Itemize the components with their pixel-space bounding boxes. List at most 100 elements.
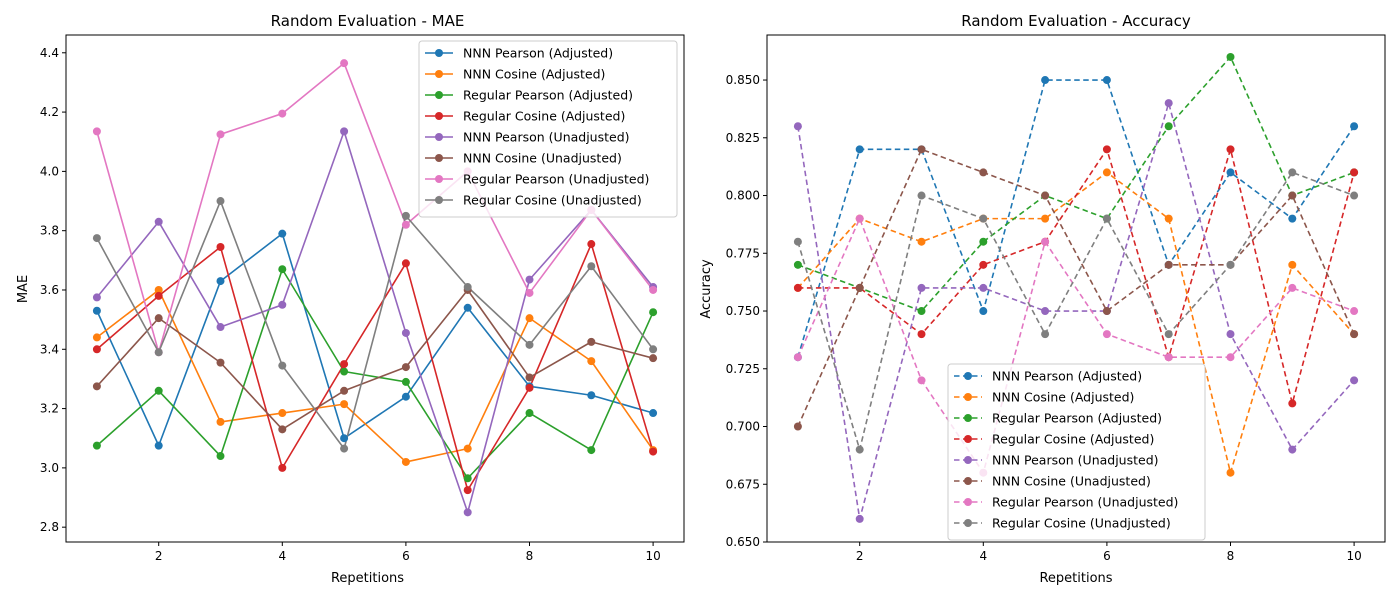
- accuracy-data-point-nnn-cosine-unadjusted: [1102, 307, 1111, 316]
- mae-x-tick-label: 6: [402, 549, 410, 563]
- mae-data-point-nnn-cosine-unadjusted: [216, 358, 225, 367]
- mae-data-point-regular-pearson-adjusted: [401, 377, 410, 386]
- mae-data-point-regular-pearson-unadjusted: [525, 288, 534, 297]
- mae-data-point-regular-cosine-adjusted: [463, 486, 472, 495]
- mae-data-point-nnn-cosine-adjusted: [401, 457, 410, 466]
- accuracy-legend-label: NNN Cosine (Adjusted): [992, 390, 1134, 405]
- mae-y-tick-label: 3.4: [40, 342, 59, 356]
- accuracy-legend-label: Regular Cosine (Adjusted): [992, 432, 1154, 447]
- mae-data-point-nnn-pearson-unadjusted: [92, 293, 101, 302]
- mae-data-point-regular-cosine-adjusted: [525, 383, 534, 392]
- accuracy-data-point-nnn-pearson-unadjusted: [1164, 99, 1173, 108]
- mae-series-line-regular-cosine-unadjusted: [96, 200, 654, 450]
- mae-y-tick-label: 3.8: [40, 224, 59, 238]
- accuracy-chart-title: Random Evaluation - Accuracy: [961, 12, 1191, 30]
- mae-series-line-regular-pearson-adjusted: [96, 268, 654, 480]
- accuracy-data-point-regular-cosine-adjusted: [1226, 145, 1235, 154]
- mae-data-point-nnn-pearson-adjusted: [463, 303, 472, 312]
- mae-data-point-nnn-pearson-unadjusted: [463, 508, 472, 517]
- accuracy-data-point-regular-cosine-unadjusted: [1102, 214, 1111, 223]
- mae-data-point-nnn-pearson-adjusted: [278, 229, 287, 238]
- accuracy-data-point-nnn-cosine-adjusted: [917, 237, 926, 246]
- accuracy-data-point-regular-cosine-unadjusted: [1288, 168, 1297, 177]
- accuracy-data-point-regular-pearson-adjusted: [979, 237, 988, 246]
- mae-legend-marker: [435, 196, 443, 204]
- accuracy-data-point-nnn-cosine-unadjusted: [1041, 191, 1050, 200]
- mae-y-tick-label: 4.0: [40, 164, 59, 178]
- mae-data-point-nnn-pearson-adjusted: [587, 391, 596, 400]
- mae-data-point-regular-cosine-adjusted: [92, 345, 101, 354]
- mae-data-point-nnn-pearson-unadjusted: [216, 323, 225, 332]
- accuracy-data-point-regular-pearson-adjusted: [1164, 122, 1173, 131]
- mae-data-point-nnn-pearson-adjusted: [401, 392, 410, 401]
- mae-data-point-regular-pearson-adjusted: [587, 446, 596, 455]
- mae-legend: NNN Pearson (Adjusted) NNN Cosine (Adjust…: [418, 40, 678, 218]
- mae-data-point-nnn-cosine-adjusted: [154, 285, 163, 294]
- mae-data-point-nnn-pearson-unadjusted: [525, 275, 534, 284]
- mae-data-point-regular-pearson-unadjusted: [340, 59, 349, 68]
- mae-data-point-nnn-cosine-adjusted: [587, 357, 596, 366]
- mae-legend-label: Regular Cosine (Adjusted): [463, 109, 625, 124]
- mae-y-axis-label: MAE: [16, 275, 31, 303]
- accuracy-data-point-nnn-cosine-unadjusted: [855, 283, 864, 292]
- accuracy-series-line-nnn-pearson-unadjusted: [797, 102, 1355, 520]
- accuracy-x-tick-label: 8: [1227, 549, 1235, 563]
- mae-data-point-nnn-cosine-unadjusted: [649, 354, 658, 363]
- accuracy-y-tick-label: 0.775: [726, 246, 760, 260]
- mae-data-point-regular-cosine-adjusted: [216, 242, 225, 251]
- mae-data-point-nnn-pearson-adjusted: [649, 409, 658, 418]
- mae-data-point-regular-pearson-unadjusted: [92, 127, 101, 136]
- mae-data-point-regular-cosine-unadjusted: [649, 345, 658, 354]
- accuracy-y-tick-label: 0.700: [726, 420, 760, 434]
- mae-x-tick-label: 2: [155, 549, 163, 563]
- mae-data-point-regular-cosine-unadjusted: [463, 283, 472, 292]
- accuracy-series-markers: [793, 52, 1359, 523]
- accuracy-data-point-regular-cosine-unadjusted: [855, 445, 864, 454]
- accuracy-data-point-regular-cosine-adjusted: [1102, 145, 1111, 154]
- mae-data-point-regular-cosine-adjusted: [649, 447, 658, 456]
- accuracy-legend-marker: [964, 477, 972, 485]
- mae-legend-label: NNN Cosine (Unadjusted): [463, 151, 622, 166]
- accuracy-legend-marker: [964, 498, 972, 506]
- mae-data-point-nnn-pearson-unadjusted: [278, 300, 287, 309]
- accuracy-y-tick-label: 0.850: [726, 73, 760, 87]
- accuracy-legend-marker: [964, 456, 972, 464]
- accuracy-data-point-nnn-cosine-unadjusted: [793, 422, 802, 431]
- mae-legend-label: NNN Pearson (Adjusted): [463, 46, 613, 61]
- mae-data-point-regular-cosine-adjusted: [587, 240, 596, 249]
- accuracy-series-line-regular-pearson-adjusted: [797, 56, 1355, 312]
- accuracy-data-point-regular-cosine-unadjusted: [1041, 330, 1050, 339]
- accuracy-data-point-regular-pearson-unadjusted: [917, 376, 926, 385]
- accuracy-y-tick-label: 0.725: [726, 362, 760, 376]
- mae-data-point-regular-cosine-unadjusted: [92, 234, 101, 243]
- mae-axis-ticks: 2 4 6 8 10 2.8 3.0 3.2 3.4 3.6 3.8 4.0 4.2 4.4: [40, 46, 661, 563]
- mae-series-line-nnn-pearson-adjusted: [96, 232, 654, 447]
- accuracy-data-point-regular-cosine-unadjusted: [979, 214, 988, 223]
- mae-x-tick-label: 10: [645, 549, 660, 563]
- mae-data-point-regular-cosine-unadjusted: [216, 197, 225, 206]
- accuracy-legend-marker: [964, 435, 972, 443]
- accuracy-legend-box: [947, 363, 1206, 541]
- mae-data-point-regular-pearson-unadjusted: [401, 220, 410, 229]
- accuracy-data-point-nnn-cosine-adjusted: [1226, 468, 1235, 477]
- mae-data-point-regular-cosine-adjusted: [401, 259, 410, 268]
- accuracy-data-point-regular-pearson-unadjusted: [1226, 353, 1235, 362]
- accuracy-data-point-regular-pearson-adjusted: [793, 260, 802, 269]
- mae-data-point-regular-pearson-adjusted: [525, 409, 534, 418]
- mae-legend-marker: [435, 70, 443, 78]
- accuracy-series-line-regular-cosine-adjusted: [797, 148, 1355, 405]
- accuracy-legend-label: Regular Pearson (Unadjusted): [992, 495, 1178, 510]
- mae-data-point-regular-pearson-unadjusted: [649, 285, 658, 294]
- accuracy-data-point-nnn-pearson-adjusted: [1102, 76, 1111, 85]
- mae-data-point-regular-cosine-adjusted: [154, 291, 163, 300]
- accuracy-data-point-regular-pearson-adjusted: [917, 307, 926, 316]
- accuracy-data-point-nnn-pearson-unadjusted: [979, 283, 988, 292]
- accuracy-data-point-nnn-cosine-adjusted: [1288, 260, 1297, 269]
- accuracy-x-tick-label: 10: [1346, 549, 1361, 563]
- accuracy-series-line-regular-pearson-unadjusted: [797, 217, 1355, 474]
- mae-data-point-nnn-cosine-adjusted: [525, 314, 534, 323]
- accuracy-data-point-nnn-cosine-unadjusted: [979, 168, 988, 177]
- accuracy-series-line-nnn-cosine-unadjusted: [797, 148, 1355, 427]
- mae-series-line-regular-cosine-adjusted: [96, 243, 654, 491]
